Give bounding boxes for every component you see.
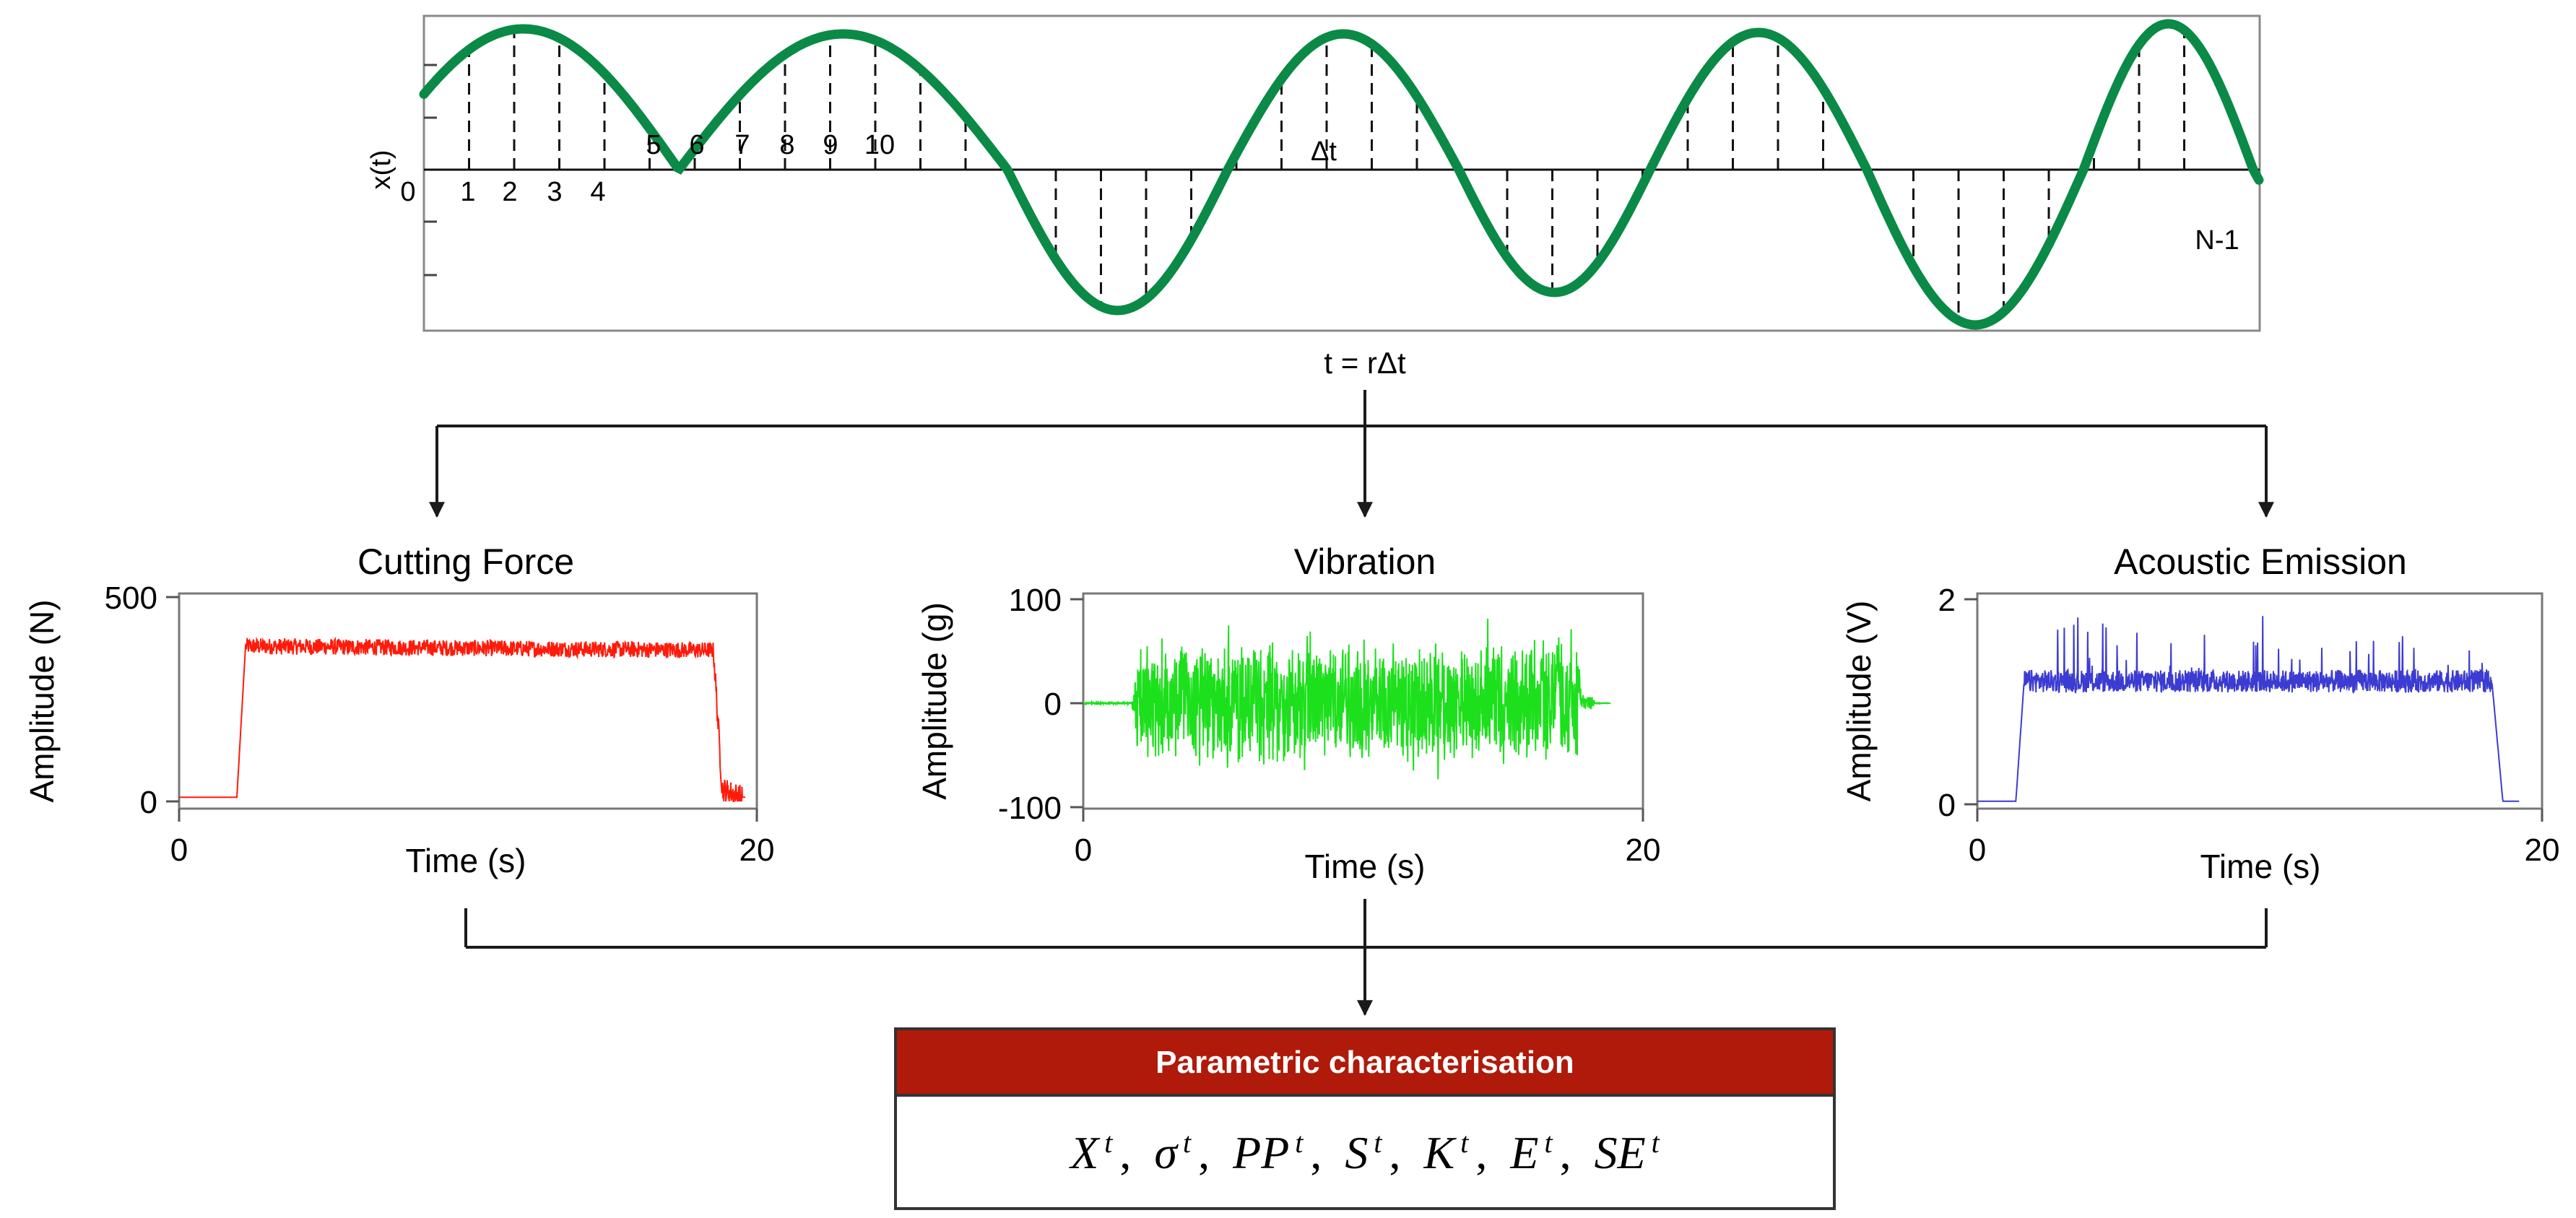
acoustic-emission-y-label: Amplitude (V) bbox=[1840, 601, 1878, 802]
cutting-force-xtick-max: 20 bbox=[740, 832, 775, 868]
cutting-force-title: Cutting Force bbox=[357, 541, 574, 582]
vibration-xtick-min: 0 bbox=[1075, 832, 1092, 868]
parameter-symbol: σ bbox=[1154, 1127, 1179, 1178]
parameter-superscript: t bbox=[1183, 1126, 1192, 1159]
parameter-symbol: SE bbox=[1595, 1127, 1646, 1178]
split-connector bbox=[429, 390, 2274, 518]
vibration-x-label: Time (s) bbox=[1305, 848, 1426, 885]
cutting-force-ytick-max: 500 bbox=[105, 580, 157, 616]
delta-t-label: Δt bbox=[1311, 136, 1337, 167]
sampling-panel: x(t) 0 1 2 3 4 5 6 7 8 9 10 Δt N-1 t = rΔt bbox=[366, 14, 2264, 380]
vibration-title: Vibration bbox=[1294, 541, 1436, 582]
sample-index-label: 2 bbox=[502, 177, 517, 207]
parametric-outline bbox=[894, 1027, 1836, 1210]
sample-lines bbox=[468, 29, 2185, 321]
parametric-body bbox=[894, 1094, 1836, 1210]
parametric-header: Parametric characterisation bbox=[1155, 1045, 1574, 1080]
sample-index-label: 3 bbox=[547, 177, 562, 207]
parameter-separator: , bbox=[1475, 1127, 1510, 1178]
vibration-signal bbox=[1083, 618, 1611, 780]
parameter-symbol: X bbox=[1068, 1127, 1101, 1178]
parameter-separator: , bbox=[1389, 1127, 1424, 1178]
sampled-signal-curve bbox=[419, 19, 2264, 330]
merge-connector bbox=[464, 899, 2268, 1017]
sampling-frame bbox=[422, 14, 2261, 332]
vibration-xtick-max: 20 bbox=[1626, 832, 1661, 868]
cutting-force-xtick-min: 0 bbox=[170, 832, 188, 868]
sample-index-label: 6 bbox=[689, 130, 704, 160]
parameter-separator: , bbox=[1119, 1127, 1154, 1178]
parameter-superscript: t bbox=[1374, 1126, 1382, 1159]
origin-label: 0 bbox=[400, 177, 415, 207]
sample-index-label: 5 bbox=[646, 130, 661, 160]
cutting-force-chart: Cutting Force 500 0 0 20 Amplitude (N) T… bbox=[23, 541, 774, 879]
vibration-ytick-zero: 0 bbox=[1044, 687, 1062, 722]
parameter-superscript: t bbox=[1104, 1126, 1113, 1159]
acoustic-emission-x-label: Time (s) bbox=[2200, 848, 2321, 885]
parameter-separator: , bbox=[1198, 1127, 1233, 1178]
sample-index-label: 4 bbox=[590, 177, 605, 207]
parameter-separator: , bbox=[1310, 1127, 1345, 1178]
parameter-symbol: PP bbox=[1232, 1127, 1289, 1178]
acoustic-emission-frame bbox=[1976, 592, 2544, 810]
sampling-y-ticks bbox=[424, 64, 437, 277]
cutting-force-ytick-zero: 0 bbox=[140, 785, 157, 820]
vibration-ytick-max: 100 bbox=[1009, 583, 1062, 618]
acoustic-emission-chart: Acoustic Emission 2 0 0 20 Amplitude (V)… bbox=[1840, 541, 2559, 885]
sampling-y-label: x(t) bbox=[366, 150, 396, 190]
cutting-force-y-label: Amplitude (N) bbox=[23, 599, 61, 802]
acoustic-emission-signal bbox=[1977, 616, 2520, 802]
acoustic-emission-xtick-max: 20 bbox=[2525, 832, 2560, 868]
parameter-symbol: E bbox=[1509, 1127, 1538, 1178]
sample-index-label: 8 bbox=[779, 130, 794, 160]
sample-index-label: 7 bbox=[734, 130, 750, 160]
vibration-ytick-min: -100 bbox=[998, 791, 1062, 826]
sample-index-label: 10 bbox=[864, 130, 895, 160]
parametric-header-bar bbox=[895, 1029, 1834, 1095]
vibration-chart: Vibration 100 0 -100 0 20 Amplitude (g) … bbox=[916, 541, 1660, 885]
sample-index-labels: 1 2 3 4 5 6 7 8 9 10 bbox=[460, 130, 895, 207]
acoustic-emission-ytick-max: 2 bbox=[1938, 583, 1956, 618]
parameter-superscript: t bbox=[1544, 1126, 1553, 1159]
cutting-force-signal bbox=[179, 636, 745, 802]
parameter-symbol: K bbox=[1423, 1127, 1457, 1178]
time-index-label: t = rΔt bbox=[1324, 346, 1406, 380]
cutting-force-x-label: Time (s) bbox=[406, 842, 526, 879]
parameter-separator: , bbox=[1560, 1127, 1595, 1178]
parameter-superscript: t bbox=[1652, 1126, 1660, 1159]
parameter-symbol: S bbox=[1345, 1127, 1368, 1178]
parameter-superscript: t bbox=[1295, 1126, 1304, 1159]
cutting-force-frame bbox=[178, 592, 758, 810]
sample-index-label: 1 bbox=[460, 177, 475, 207]
sample-index-label: 9 bbox=[823, 130, 838, 160]
last-sample-label: N-1 bbox=[2195, 225, 2239, 256]
acoustic-emission-xtick-min: 0 bbox=[1969, 832, 1986, 868]
parameter-superscript: t bbox=[1460, 1126, 1469, 1159]
vibration-y-label: Amplitude (g) bbox=[916, 602, 953, 800]
acoustic-emission-title: Acoustic Emission bbox=[2114, 541, 2407, 582]
acoustic-emission-ytick-zero: 0 bbox=[1938, 788, 1956, 823]
